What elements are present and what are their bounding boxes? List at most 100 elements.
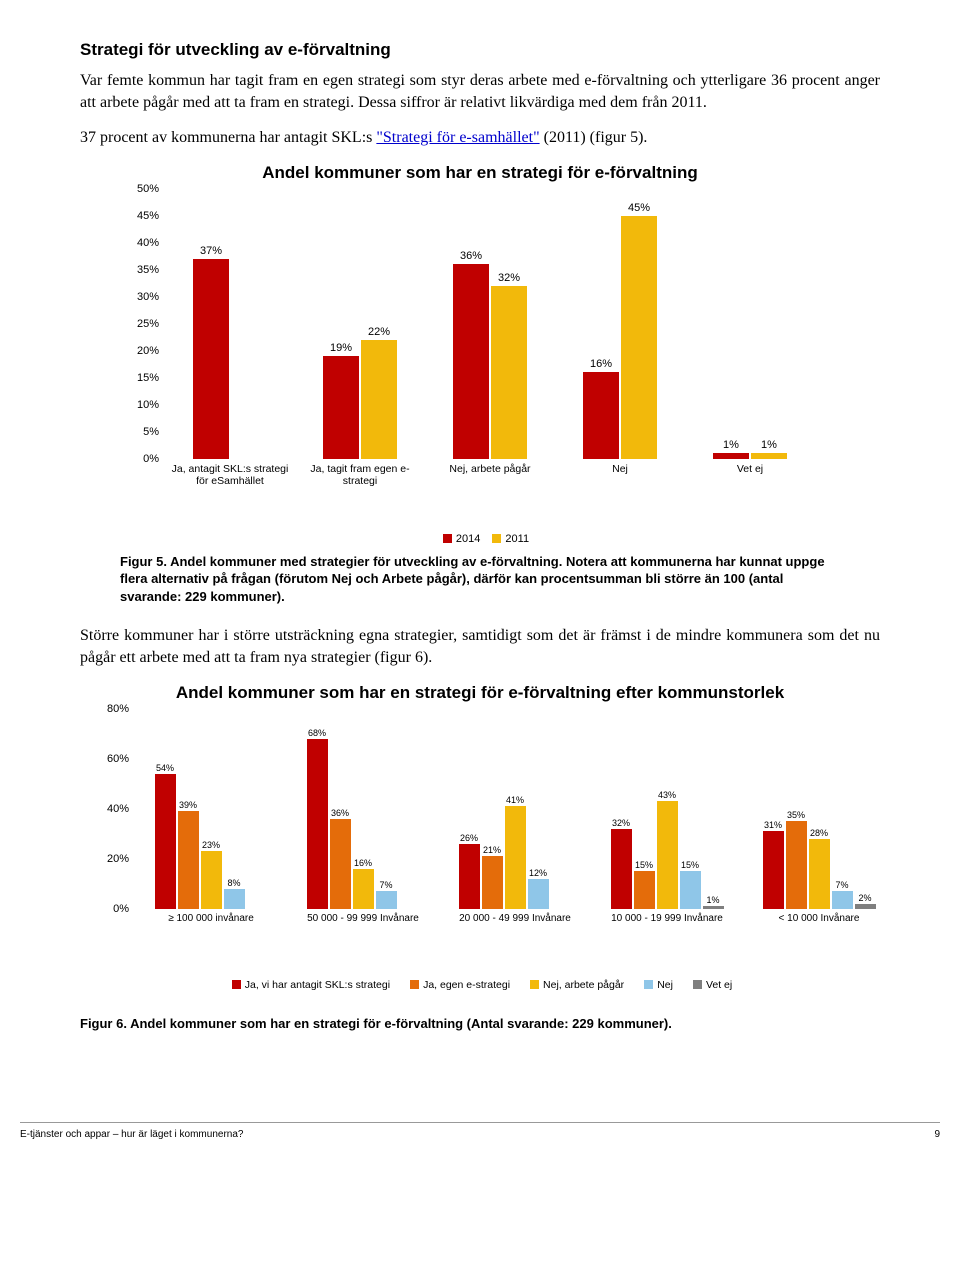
figure5-caption: Figur 5. Andel kommuner med strategier f… [120, 553, 840, 606]
para1-a: Var femte kommun har tagit fram en egen … [80, 72, 880, 111]
legend-label: Nej, arbete pågår [543, 979, 624, 991]
chart1-ytick: 0% [143, 453, 165, 465]
chart2-bar-label: 31% [764, 820, 782, 830]
chart2-bar-label: 35% [787, 810, 805, 820]
chart1-bar-label: 19% [321, 342, 361, 354]
chart1-bar-2014 [453, 264, 489, 458]
chart1-bar-label: 1% [711, 439, 751, 451]
chart1-bar-label: 16% [581, 358, 621, 370]
chart2-bar [307, 739, 328, 909]
chart2-bar [178, 811, 199, 909]
chart1-bar-label: 22% [359, 326, 399, 338]
chart1-container: Andel kommuner som har en strategi för e… [80, 163, 880, 545]
section-heading: Strategi för utveckling av e-förvaltning [80, 40, 880, 60]
intro-paragraph-2: 37 procent av kommunerna har antagit SKL… [80, 127, 880, 149]
legend-swatch [492, 534, 501, 543]
chart2-bar [459, 844, 480, 909]
figure6-caption: Figur 6. Andel kommuner som har en strat… [80, 1015, 880, 1033]
chart2-bar-label: 12% [529, 868, 547, 878]
chart2-container: Andel kommuner som har en strategi för e… [80, 683, 880, 991]
legend-swatch [693, 980, 702, 989]
chart2-ytick: 20% [107, 853, 135, 865]
chart2-bar [155, 774, 176, 909]
chart2-bar [680, 871, 701, 909]
chart2-bar-label: 1% [706, 895, 719, 905]
chart2-bar-label: 23% [202, 840, 220, 850]
chart2-bar-label: 28% [810, 828, 828, 838]
chart1-category-label: Nej [558, 459, 682, 475]
chart1-bar-2014 [323, 356, 359, 459]
chart2-bar [330, 819, 351, 909]
chart1-ytick: 25% [137, 318, 165, 330]
chart2-bar [224, 889, 245, 909]
chart2-bar [657, 801, 678, 909]
chart1-bar-label: 37% [191, 245, 231, 257]
chart2-bar [482, 856, 503, 909]
chart2-bar-label: 16% [354, 858, 372, 868]
chart1-bar-2014 [193, 259, 229, 459]
chart1-ytick: 50% [137, 183, 165, 195]
chart2-bar [201, 851, 222, 909]
chart1-bar-label: 1% [749, 439, 789, 451]
chart2-bar-label: 21% [483, 845, 501, 855]
chart2-title: Andel kommuner som har en strategi för e… [170, 683, 790, 703]
page-footer: E-tjänster och appar – hur är läget i ko… [20, 1122, 940, 1150]
chart2-ytick: 60% [107, 753, 135, 765]
chart2-bar-label: 7% [379, 880, 392, 890]
legend-swatch [644, 980, 653, 989]
chart2-bar-label: 36% [331, 808, 349, 818]
chart2-bar [376, 891, 397, 909]
chart1-bar-label: 36% [451, 250, 491, 262]
legend-label: 2014 [456, 533, 480, 545]
chart2-bar [809, 839, 830, 909]
chart2-bar-label: 39% [179, 800, 197, 810]
chart2-bar-label: 7% [835, 880, 848, 890]
chart1-category-label: Ja, tagit fram egen e-strategi [298, 459, 422, 487]
chart1-ytick: 10% [137, 399, 165, 411]
chart2-ytick: 40% [107, 803, 135, 815]
legend-label: Nej [657, 979, 673, 991]
para2: Större kommuner har i större utsträcknin… [80, 625, 880, 668]
chart2-bar-label: 15% [635, 860, 653, 870]
chart2-category-label: < 10 000 Invånare [740, 909, 898, 924]
chart1-ytick: 15% [137, 372, 165, 384]
legend-label: Vet ej [706, 979, 732, 991]
intro-paragraph: Var femte kommun har tagit fram en egen … [80, 70, 880, 113]
chart2-ytick: 80% [107, 703, 135, 715]
chart2-bar [353, 869, 374, 909]
chart1-title: Andel kommuner som har en strategi för e… [80, 163, 880, 183]
chart1-bar-2011 [491, 286, 527, 459]
chart2-bar-label: 26% [460, 833, 478, 843]
chart1-legend: 20142011 [80, 533, 880, 545]
legend-label: Ja, egen e-strategi [423, 979, 510, 991]
legend-swatch [232, 980, 241, 989]
para1-b: 37 procent av kommunerna har antagit SKL… [80, 129, 376, 146]
para1-c: (2011) (figur 5). [540, 129, 648, 146]
chart1-ytick: 40% [137, 237, 165, 249]
footer-left: E-tjänster och appar – hur är läget i ko… [20, 1129, 243, 1140]
legend-swatch [530, 980, 539, 989]
chart1-bar-2014 [583, 372, 619, 458]
chart2-bar-label: 68% [308, 728, 326, 738]
chart1-ytick: 5% [143, 426, 165, 438]
chart1-bar-2011 [621, 216, 657, 459]
chart2-bar [505, 806, 526, 909]
chart2-bar [786, 821, 807, 909]
chart2-bar-label: 41% [506, 795, 524, 805]
chart1-bar-label: 32% [489, 272, 529, 284]
footer-right: 9 [934, 1129, 940, 1140]
chart2-bar [763, 831, 784, 909]
caption1-lead: Figur 5. Andel kommuner med strategier f… [120, 554, 566, 569]
chart2-bar-label: 8% [227, 878, 240, 888]
chart1-category-label: Vet ej [688, 459, 812, 475]
chart2-category-label: ≥ 100 000 invånare [132, 909, 290, 924]
legend-swatch [443, 534, 452, 543]
chart1-ytick: 45% [137, 210, 165, 222]
chart1-ytick: 35% [137, 264, 165, 276]
chart2-bar [634, 871, 655, 909]
chart1-category-label: Nej, arbete pågår [428, 459, 552, 475]
chart2-bar-label: 2% [858, 893, 871, 903]
chart2-bar [528, 879, 549, 909]
strategy-link[interactable]: "Strategi för e-samhället" [376, 129, 539, 146]
chart1-ytick: 20% [137, 345, 165, 357]
